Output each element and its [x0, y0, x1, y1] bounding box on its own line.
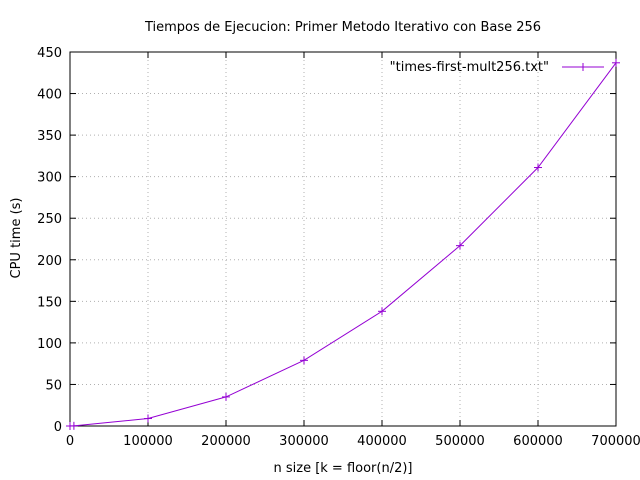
y-tick-label: 150	[37, 295, 62, 310]
x-tick-label: 300000	[279, 434, 329, 449]
series-line	[69, 62, 617, 427]
data-point	[456, 241, 464, 250]
data-point	[222, 392, 230, 401]
y-tick-label: 50	[45, 378, 62, 393]
legend-marker-plus	[579, 63, 587, 71]
data-point	[69, 421, 78, 430]
data-point	[378, 307, 386, 316]
y-tick-label: 200	[37, 254, 62, 269]
plot-frame	[69, 51, 617, 427]
y-tick-label: 400	[37, 88, 62, 103]
y-tick-label: 350	[37, 129, 62, 144]
chart-title: Tiempos de Ejecucion: Primer Metodo Iter…	[144, 20, 541, 35]
x-tick-label: 700000	[591, 434, 640, 449]
x-tick-label: 400000	[357, 434, 407, 449]
x-axis: 0 100000 200000 300000 400000 500000 600000 700…	[66, 52, 640, 449]
y-tick-label: 0	[54, 420, 62, 435]
x-axis-label: n size [k = floor(n/2)]	[273, 461, 412, 476]
legend-marker	[579, 63, 587, 71]
x-tick-label: 0	[66, 434, 74, 449]
data-point	[300, 356, 308, 365]
x-tick-label: 200000	[201, 434, 251, 449]
y-tick-label: 100	[37, 337, 62, 352]
x-tick-label: 100000	[123, 434, 173, 449]
grid	[70, 52, 616, 426]
series-group	[66, 58, 620, 430]
y-tick-label: 450	[37, 46, 62, 61]
data-point	[612, 58, 620, 67]
x-tick-label: 600000	[513, 434, 563, 449]
x-tick-label: 500000	[435, 434, 485, 449]
data-point	[534, 163, 542, 172]
legend-label: "times-first-mult256.txt"	[390, 60, 549, 75]
legend: "times-first-mult256.txt"	[390, 60, 604, 75]
y-axis: 0 50 100 150 200 250 300 350 400 450	[37, 46, 616, 435]
y-tick-label: 250	[37, 212, 62, 227]
y-axis-label: CPU time (s)	[9, 198, 24, 279]
y-tick-label: 300	[37, 171, 62, 186]
data-point	[144, 414, 152, 423]
